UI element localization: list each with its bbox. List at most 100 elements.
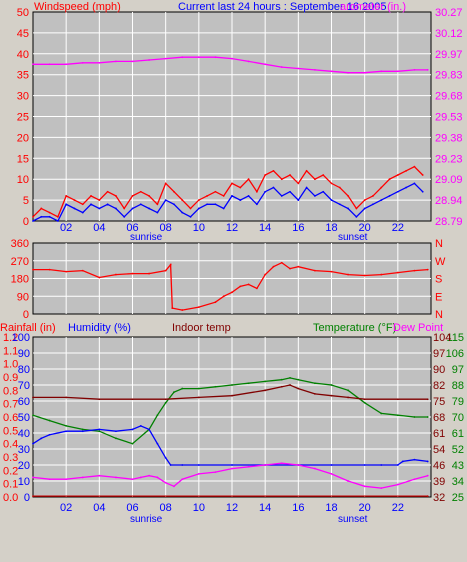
wind-direction-line-point [222, 295, 225, 298]
gust-line-point [338, 203, 341, 206]
barometer-axis-ticks: 30.27 30.12 29.97 29.83 29.68 29.53 29.38 29.23… [435, 7, 463, 228]
gust-line-point [289, 190, 291, 193]
windspeed-line-point [355, 207, 358, 210]
dewpoint-axis-label: Dew Point [393, 322, 443, 334]
windspeed-line-point [206, 195, 209, 197]
wind-direction-line-point [148, 272, 150, 275]
wind-baro-x-ticks: 02 04 06 08 10 12 14 16 18 20 22 [60, 222, 404, 234]
hour-tick: 18 [325, 502, 337, 514]
dewpoint-line-point [396, 483, 399, 486]
humidity-line-point [32, 442, 34, 445]
temperature-tick: 34 [452, 476, 464, 488]
barometer-line-point [347, 71, 349, 74]
temperature-line-point [247, 382, 250, 385]
dewpoint-line-point [264, 464, 267, 466]
barometer-tick: 29.23 [435, 153, 463, 165]
windspeed-line-point [139, 190, 142, 193]
windspeed-line-point [239, 186, 242, 189]
indoor-temp-line-point [280, 385, 283, 388]
dewpoint-tick: 82 [433, 380, 445, 392]
rainfall-tick: 0.4 [3, 439, 18, 451]
gust-line-point [305, 186, 308, 189]
hour-tick: 12 [226, 502, 238, 514]
hour-tick: 06 [126, 222, 138, 234]
temperature-line-point [164, 401, 167, 404]
hour-tick: 18 [325, 222, 337, 234]
windspeed-line-point [73, 199, 76, 202]
temperature-line-point [181, 387, 184, 390]
temperature-line-point [173, 391, 175, 394]
wind-direction-line-point [289, 267, 291, 270]
indoor-temp-line-point [131, 398, 134, 401]
temperature-grid [33, 337, 431, 497]
indoor-temp-line-point [426, 398, 429, 401]
windspeed-line-point [347, 195, 349, 197]
windspeed-tick: 20 [17, 132, 29, 144]
dewpoint-line-point [81, 476, 84, 479]
gust-line-point [189, 215, 192, 218]
dewpoint-line-point [139, 476, 142, 479]
windspeed-line-point [197, 199, 200, 202]
humidity-line-point [231, 464, 233, 466]
indoor-temp-line-point [32, 396, 34, 399]
direction-degree-ticks: 360 270 180 90 0 [11, 238, 29, 321]
temperature-line-point [426, 416, 429, 418]
indoor-temp-label: Indoor temp [172, 322, 231, 334]
humidity-tick: 0 [24, 492, 30, 504]
gust-line-point [173, 203, 175, 206]
windspeed-axis-label: Windspeed (mph) [34, 1, 121, 13]
gust-line-point [48, 215, 51, 218]
windspeed-line-point [98, 199, 101, 202]
wind-direction-line-point [214, 301, 217, 304]
barometer-line-point [48, 63, 51, 66]
indoor-temp-line-point [347, 396, 349, 399]
windspeed-line-point [322, 174, 325, 176]
humidity-tick: 100 [12, 332, 30, 344]
gust-line-point [347, 207, 349, 210]
dewpoint-tick: 104 [433, 332, 451, 344]
windspeed-line-point [413, 165, 416, 168]
windspeed-line-point [65, 195, 68, 197]
humidity-tick: 90 [18, 348, 30, 360]
direction-degree-tick: 180 [11, 274, 29, 286]
windspeed-line-point [314, 178, 316, 181]
indoor-temp-line-point [314, 392, 316, 395]
dewpoint-line-point [98, 474, 101, 477]
chart-title: Current last 24 hours : September 16 200… [178, 1, 387, 13]
direction-compass-tick: E [435, 291, 442, 303]
barometer-tick: 29.09 [435, 174, 463, 186]
wind-direction-line-point [115, 273, 117, 276]
temperature-line-point [98, 430, 101, 433]
hour-tick: 22 [392, 502, 404, 514]
windspeed-line-point [56, 215, 59, 218]
barometer-line-point [396, 70, 399, 73]
gust-line-point [181, 211, 184, 214]
gust-line-point [123, 215, 126, 218]
sunset-marker-2: sunset [338, 514, 368, 525]
wind-direction-grid [33, 243, 431, 314]
temperature-tick: 52 [452, 444, 464, 456]
indoor-temp-line-point [363, 398, 366, 401]
gust-line-point [115, 207, 117, 210]
barometer-line-point [181, 56, 184, 59]
gust-line-point [197, 207, 200, 210]
rainfall-tick: 1.1 [3, 345, 18, 357]
hour-tick: 02 [60, 502, 72, 514]
dewpoint-line [32, 462, 428, 489]
barometer-line-point [247, 60, 250, 63]
rainfall-tick: 0.9 [3, 372, 18, 384]
windspeed-line-point [272, 169, 275, 172]
windspeed-tick: 15 [17, 153, 29, 165]
gust-line-point [272, 186, 275, 189]
wind-direction-series [32, 261, 429, 311]
temperature-tick: 25 [452, 492, 464, 504]
dewpoint-line-point [156, 476, 159, 479]
sunrise-marker-1: sunrise [130, 232, 163, 243]
hour-tick: 02 [60, 222, 72, 234]
dewpoint-line-point [280, 462, 283, 465]
barometer-tick: 28.79 [435, 216, 463, 228]
dewpoint-line-point [32, 476, 34, 479]
hour-tick: 08 [160, 502, 172, 514]
wind-direction-line-point [98, 276, 101, 279]
